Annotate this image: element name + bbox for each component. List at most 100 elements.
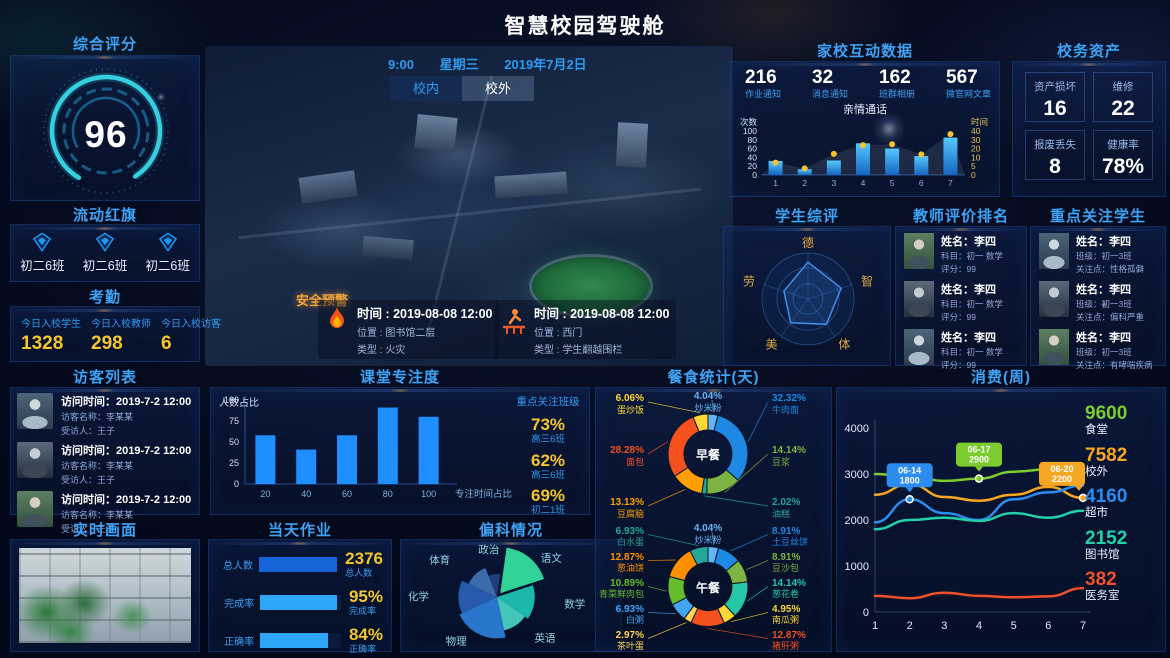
key-student-row[interactable]: 姓名：李四 班级：初一3班 关注点：偏科严重 bbox=[1039, 281, 1159, 323]
flame-icon bbox=[330, 307, 344, 328]
teacher-row[interactable]: 姓名：李四 科目：初一 数学 评分：99 bbox=[904, 281, 1020, 323]
flag-badge-icon bbox=[95, 232, 115, 252]
student-class: 初一3班 bbox=[1101, 251, 1132, 261]
svg-text:体: 体 bbox=[838, 337, 850, 351]
live-camera-frame[interactable] bbox=[19, 548, 191, 643]
visitor-row[interactable]: 访问时间：2019-7-2 12:00 访客名称：李某某 受访人：王子 bbox=[17, 442, 193, 486]
tab-inside-campus[interactable]: 校内 bbox=[390, 76, 462, 101]
visitor-row[interactable]: 访问时间：2019-7-2 12:00 访客名称：李某某 受访人：王子 bbox=[17, 393, 193, 437]
teacher-avatar bbox=[904, 281, 934, 317]
lunch-donut-chart: 8.91% 土豆丝饼 8.91% 豆沙包 14.14% 葱花卷 4.95% 南瓜粥 12.87%… bbox=[596, 520, 833, 653]
key-student-row[interactable]: 姓名：李四 班级：初一3班 关注点：性格孤僻 bbox=[1039, 233, 1159, 275]
flag-class-label: 初二6班 bbox=[20, 259, 65, 273]
asset-stat: 维修 22 bbox=[1093, 72, 1153, 122]
live-view-panel bbox=[10, 539, 200, 652]
map-building bbox=[298, 170, 358, 204]
donut-slice-label: 28.28% 面包 bbox=[610, 445, 644, 467]
consumption-panel: 4000 3000 2000 1000 0 1 2 3 4 5 6 7 06-14 1800 06-17 29… bbox=[836, 387, 1166, 652]
donut-slice-label: 12.87% 葱油饼 bbox=[610, 551, 644, 574]
svg-text:60: 60 bbox=[748, 144, 758, 154]
svg-text:10: 10 bbox=[971, 152, 981, 162]
consumption-legend: 9600 食堂 7582 校外 4160 超市 2152 图书馆 382 医务室 bbox=[1085, 404, 1161, 612]
interaction-stat: 216 作业通知 bbox=[745, 67, 782, 99]
teacher-subject: 初一 数学 bbox=[966, 251, 1003, 261]
meals-section-title: 餐食统计(天) bbox=[595, 366, 832, 392]
focus-class-stat: 62% 高三6班 bbox=[530, 450, 566, 481]
teacher-row[interactable]: 姓名：李四 科目：初一 数学 评分：99 bbox=[904, 329, 1020, 371]
svg-text:06-17: 06-17 bbox=[967, 445, 990, 455]
donut-slice-label: 32.32% 牛肉面 bbox=[772, 393, 806, 415]
svg-text:语文: 语文 bbox=[541, 552, 562, 565]
svg-text:20: 20 bbox=[260, 489, 270, 499]
teacher-subject: 初一 数学 bbox=[966, 347, 1003, 357]
student-avatar bbox=[1039, 233, 1069, 269]
teacher-row[interactable]: 姓名：李四 科目：初一 数学 评分：99 bbox=[904, 233, 1020, 275]
student-eval-section-title: 学生综评 bbox=[723, 205, 891, 231]
alert-location: 西门 bbox=[562, 328, 583, 339]
alert-location: 图书馆二层 bbox=[385, 328, 436, 339]
key-students-section-title: 重点关注学生 bbox=[1030, 205, 1166, 231]
student-eval-radar-chart: 德智体 美 劳 bbox=[743, 235, 873, 351]
visit-time: 2019-7-2 12:00 bbox=[116, 494, 192, 506]
svg-text:06-14: 06-14 bbox=[898, 465, 921, 475]
svg-text:4000: 4000 bbox=[845, 423, 869, 435]
svg-text:5: 5 bbox=[971, 161, 976, 171]
datetime-bar: 9:00 星期三 2019年7月2日 bbox=[388, 54, 609, 73]
assets-panel: 资产损坏 16 维修 22 报废丢失 8 健康率 78% bbox=[1012, 61, 1166, 197]
svg-text:2: 2 bbox=[907, 620, 913, 632]
teacher-score: 99 bbox=[966, 360, 976, 370]
svg-text:政治: 政治 bbox=[478, 543, 499, 556]
interaction-panel: 216 作业通知 32 消息通知 162 班群相册 567 微官网文章 亲情通话 次数 时… bbox=[730, 61, 1000, 197]
svg-text:体育: 体育 bbox=[429, 554, 450, 567]
svg-text:60: 60 bbox=[342, 489, 352, 499]
student-avatar bbox=[1039, 329, 1069, 365]
donut-slice-label: 6.93% 白水蛋 bbox=[615, 525, 644, 548]
svg-text:80: 80 bbox=[383, 489, 393, 499]
key-students-panel: 姓名：李四 班级：初一3班 关注点：性格孤僻 姓名：李四 班级：初一3班 关注点… bbox=[1030, 226, 1166, 370]
legend-item: 2152 图书馆 bbox=[1085, 527, 1128, 561]
teacher-rank-panel: 姓名：李四 科目：初一 数学 评分：99 姓名：李四 科目：初一 数学 评分：9… bbox=[895, 226, 1027, 370]
page-title: 智慧校园驾驶舱 bbox=[504, 15, 666, 38]
red-flag-panel: 初二6班 初二6班 初二6班 bbox=[10, 224, 200, 282]
map-road bbox=[425, 75, 494, 337]
flag-class-label: 初二6班 bbox=[82, 259, 128, 273]
subject-bias-section-title: 偏科情况 bbox=[400, 519, 622, 545]
homework-bar bbox=[258, 556, 338, 572]
legend-item: 382 医务室 bbox=[1085, 569, 1120, 602]
key-student-row[interactable]: 姓名：李四 班级：初一3班 关注点：有哮喘疾病 bbox=[1039, 329, 1159, 371]
subject-bias-panel: 语文 数学 英语 物理 化学 体育 政治 bbox=[400, 539, 622, 652]
student-name: 李四 bbox=[1109, 284, 1131, 296]
svg-text:20: 20 bbox=[971, 144, 981, 154]
student-focus: 性格孤僻 bbox=[1110, 264, 1145, 274]
svg-text:100: 100 bbox=[743, 126, 757, 136]
donut-slice-label: 10.89% 青菜鲜肉包 bbox=[598, 577, 644, 600]
alert-type: 学生翻越围栏 bbox=[562, 345, 623, 356]
donut-slice-label: 8.91% 土豆丝饼 bbox=[772, 525, 809, 548]
interaction-section-title: 家校互动数据 bbox=[730, 40, 1000, 66]
donut-slice-label: 4.04% 炒米粉 bbox=[693, 523, 723, 545]
interaction-stat: 567 微官网文章 bbox=[946, 67, 992, 99]
student-class: 初一3班 bbox=[1101, 347, 1132, 357]
visitors-panel: 访问时间：2019-7-2 12:00 访客名称：李某某 受访人：王子 访问时间… bbox=[10, 387, 200, 534]
svg-text:3: 3 bbox=[941, 620, 947, 632]
svg-text:次数: 次数 bbox=[740, 117, 758, 127]
svg-text:数学: 数学 bbox=[564, 597, 585, 610]
homework-section-title: 当天作业 bbox=[208, 519, 392, 545]
score-section-title: 综合评分 bbox=[10, 33, 200, 59]
homework-bar-track bbox=[258, 556, 338, 572]
svg-text:6: 6 bbox=[919, 178, 924, 188]
student-name: 李四 bbox=[1109, 332, 1131, 344]
legend-item: 4160 超市 bbox=[1085, 486, 1128, 519]
svg-text:2900: 2900 bbox=[969, 455, 989, 465]
svg-text:时间: 时间 bbox=[971, 117, 988, 127]
meals-panel: 32.32% 牛肉面 14.14% 豆浆 2.02% 油糕 6.06% 蛋炒饭 28.28% 面包… bbox=[595, 387, 832, 652]
svg-text:英语: 英语 bbox=[535, 632, 556, 645]
svg-text:劳: 劳 bbox=[743, 275, 755, 289]
climb-icon bbox=[503, 309, 525, 334]
teacher-name: 李四 bbox=[974, 236, 996, 248]
visitor-name: 李某某 bbox=[106, 412, 134, 422]
donut-slice-label: 12.87% 猪肝粥 bbox=[772, 629, 806, 652]
tab-outside-campus[interactable]: 校外 bbox=[462, 76, 534, 101]
flag-badge-icon bbox=[158, 232, 177, 252]
flag-item: 初二6班 bbox=[145, 232, 190, 274]
